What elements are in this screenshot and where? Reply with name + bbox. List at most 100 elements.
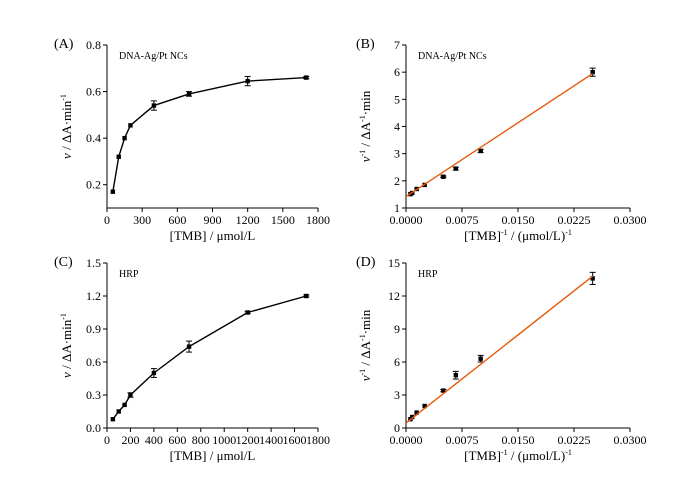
x-tick-label: 0.0150: [502, 213, 535, 227]
x-tick-label: 1600: [283, 433, 307, 447]
x-tick-label: 0.0300: [614, 433, 647, 447]
y-tick-label: 2: [394, 174, 400, 188]
data-point: [590, 69, 595, 75]
x-tick-label: 300: [133, 213, 151, 227]
y-tick-label: 6: [394, 355, 400, 369]
x-tick-label: 1200: [236, 213, 260, 227]
x-axis-label: [TMB] / μmol/L: [170, 448, 256, 463]
x-tick-label: 600: [168, 433, 186, 447]
data-point: [478, 356, 483, 361]
x-tick-label: 0.0075: [446, 433, 479, 447]
x-axis-label: [TMB] / μmol/L: [170, 228, 256, 243]
data-point: [186, 91, 192, 97]
x-tick-label: 1800: [306, 433, 330, 447]
data-point: [122, 135, 127, 141]
y-tick-label: 3: [394, 147, 400, 161]
data-point: [410, 414, 415, 420]
data-point: [116, 409, 121, 414]
data-point: [414, 410, 419, 415]
y-tick-label: 0.0: [86, 421, 101, 435]
data-point: [245, 78, 250, 84]
data-point: [441, 388, 446, 393]
data-point: [110, 189, 116, 194]
data-point: [151, 103, 157, 108]
data-point: [116, 154, 121, 159]
data-point: [453, 373, 459, 378]
x-tick-label: 0.0000: [390, 213, 423, 227]
x-tick-label: 0.0150: [502, 433, 535, 447]
y-axis-label: v-1 / ΔA-1·min: [358, 309, 373, 381]
data-point: [441, 174, 446, 179]
y-tick-label: 3: [394, 388, 400, 402]
series-annotation: HRP: [418, 269, 438, 280]
y-tick-label: 1.5: [86, 256, 101, 270]
y-tick-label: 0.6: [86, 355, 101, 369]
y-tick-label: 0.8: [86, 38, 101, 52]
y-axis-label: v / ΔA·min-1: [59, 313, 74, 378]
x-tick-label: 200: [121, 433, 139, 447]
x-tick-label: 0: [104, 433, 110, 447]
data-point: [304, 75, 309, 80]
chart-C: 0 200 400 600 800 1000 1200 1400 1600 1800 0.0 0.3 0…: [54, 255, 330, 463]
data-point: [110, 417, 116, 422]
series-line: [112, 76, 307, 192]
data-point: [122, 402, 127, 408]
x-tick-label: 1800: [306, 213, 330, 227]
y-tick-label: 0.4: [86, 131, 101, 145]
x-tick-label: 1500: [271, 213, 295, 227]
data-point: [453, 166, 459, 171]
x-tick-label: 0.0225: [558, 213, 591, 227]
y-tick-label: 0.3: [86, 388, 101, 402]
y-tick-label: 1.2: [86, 289, 101, 303]
panel-label: (A): [54, 37, 74, 52]
series-annotation: DNA-Ag/Pt NCs: [418, 51, 487, 62]
y-tick-label: 12: [388, 289, 400, 303]
y-tick-label: 4: [394, 120, 400, 134]
fit-line: [405, 275, 594, 424]
y-tick-label: 7: [394, 38, 400, 52]
data-point: [151, 370, 157, 376]
y-tick-label: 5: [394, 92, 400, 106]
y-axis-label: v / ΔA·min-1: [59, 94, 74, 159]
x-tick-label: 0.0000: [390, 433, 423, 447]
y-tick-label: 1: [394, 201, 400, 215]
series-annotation: DNA-Ag/Pt NCs: [119, 51, 188, 62]
x-tick-label: 0.0300: [614, 213, 647, 227]
panel-label: (C): [54, 255, 73, 270]
chart-D: 0.0000 0.0075 0.0150 0.0225 0.0300 0 3 6 9 12 15 (D…: [356, 255, 647, 463]
chart-A: 0 300 600 900 1200 1500 1800 0.2 0.4 0.6 0.8 (A) DNA…: [54, 37, 330, 243]
y-axis-label: v-1 / ΔA-1·min: [358, 90, 373, 162]
data-point: [478, 148, 483, 154]
data-point: [186, 344, 192, 349]
series-annotation: HRP: [119, 269, 139, 280]
x-tick-label: 800: [192, 433, 210, 447]
x-tick-label: 900: [204, 213, 222, 227]
data-point: [245, 310, 250, 315]
x-tick-label: 0.0075: [446, 213, 479, 227]
x-tick-label: 1000: [212, 433, 236, 447]
fit-line: [405, 72, 594, 198]
x-tick-label: 0.0225: [558, 433, 591, 447]
data-point: [128, 392, 133, 398]
y-tick-label: 0.6: [86, 85, 101, 99]
x-axis-label: [TMB]-1 / (μmol/L)-1: [464, 448, 572, 463]
x-tick-label: 0: [104, 213, 110, 227]
data-point: [590, 276, 595, 281]
series-line: [112, 295, 307, 420]
data-point: [422, 403, 427, 409]
x-axis-label: [TMB]-1 / (μmol/L)-1: [464, 228, 572, 243]
data-point: [128, 123, 133, 128]
y-tick-label: 15: [388, 256, 400, 270]
x-tick-label: 600: [168, 213, 186, 227]
x-tick-label: 1400: [259, 433, 283, 447]
chart-B: 0.0000 0.0075 0.0150 0.0225 0.0300 1 2 3 4 5 6 7 (B)…: [356, 37, 647, 243]
panel-label: (D): [356, 255, 376, 270]
y-tick-label: 0: [394, 421, 400, 435]
x-tick-label: 400: [145, 433, 163, 447]
y-tick-label: 0.9: [86, 322, 101, 336]
x-tick-label: 1200: [236, 433, 260, 447]
data-point: [304, 293, 309, 299]
y-tick-label: 9: [394, 322, 400, 336]
y-tick-label: 6: [394, 65, 400, 79]
